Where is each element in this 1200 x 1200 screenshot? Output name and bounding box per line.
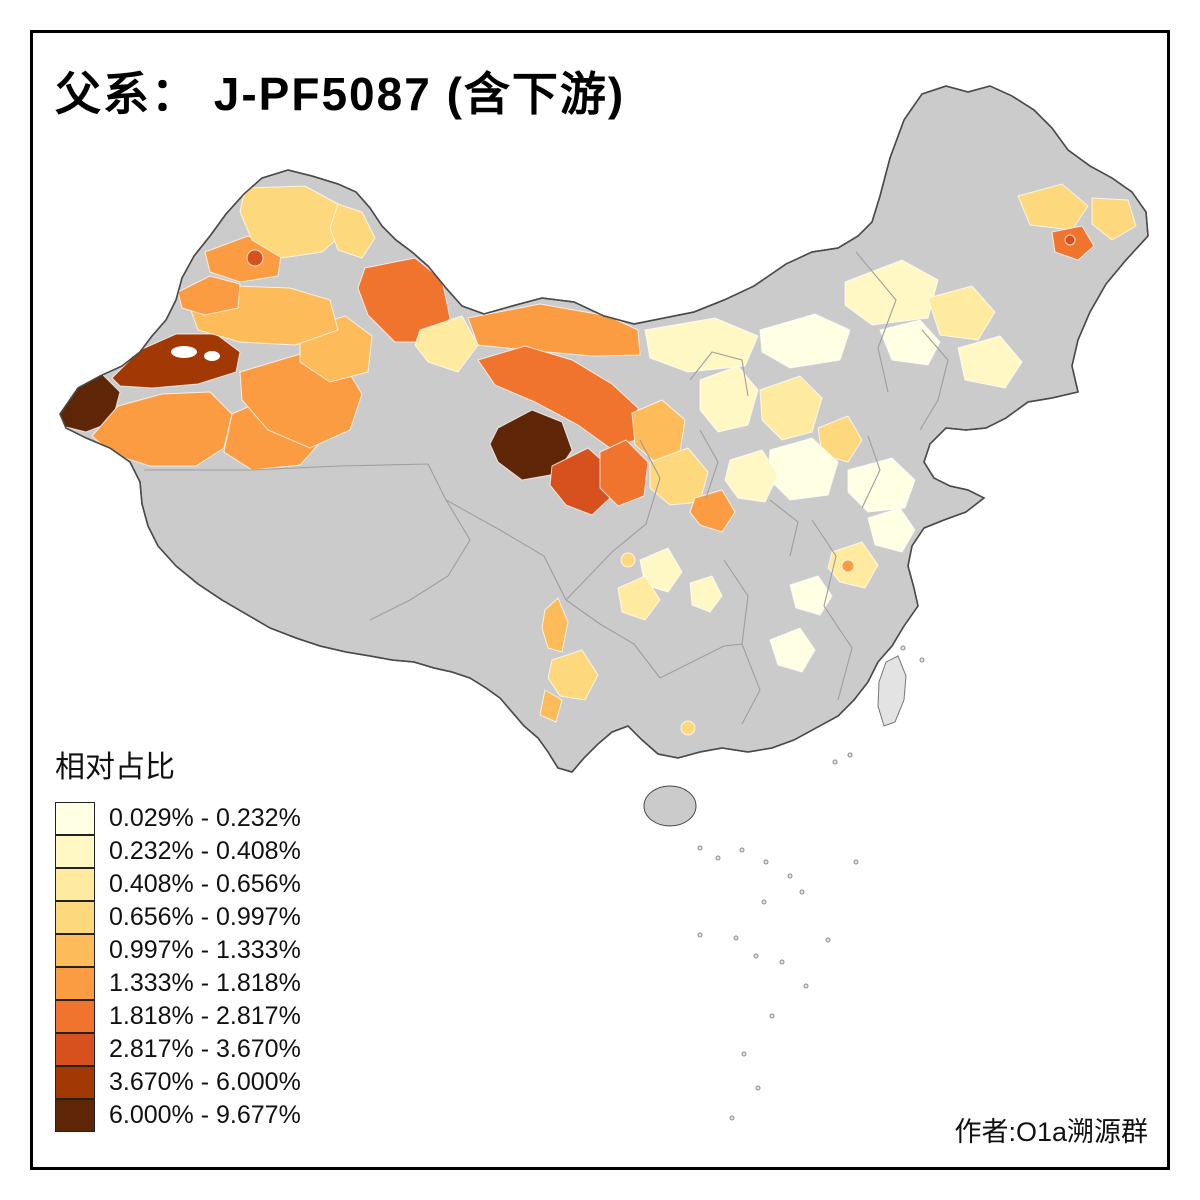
legend-swatch [55,967,95,1000]
map-region-chongqing [689,575,723,613]
legend-row: 0.232% - 0.408% [55,835,301,868]
legend-row: 1.818% - 2.817% [55,1000,301,1033]
map-region-sichuan-dot [620,552,636,568]
legend-row: 0.997% - 1.333% [55,934,301,967]
legend-label: 0.408% - 0.656% [109,870,301,898]
south-china-sea-islets [697,845,859,1121]
map-region-xinjiang-ne [329,203,376,259]
legend: 相对占比 0.029% - 0.232% 0.232% - 0.408% 0.4… [55,742,301,1132]
map-region-yunnan-dot [539,689,563,723]
map-region-ne-pale-b [927,285,996,341]
map-region-henan [724,449,779,503]
legend-row: 3.670% - 6.000% [55,1066,301,1099]
map-region-jiangxi-pale [789,575,833,616]
legend-label: 3.670% - 6.000% [109,1068,301,1096]
legend-label: 1.818% - 2.817% [109,1002,301,1030]
page-title: 父系： J-PF5087 (含下游) [55,68,626,120]
map-region-shanxi [699,365,759,433]
map-region-guangxi-dot [680,720,696,736]
lake-west-1 [171,346,197,358]
legend-row: 1.333% - 1.818% [55,967,301,1000]
colored-regions [60,183,1137,736]
map-region-jiamusi-dot [1064,234,1076,246]
legend-row: 6.000% - 9.677% [55,1099,301,1132]
lake-west-2 [204,351,220,361]
legend-label: 1.333% - 1.818% [109,969,301,997]
map-region-ne-pale-h [879,319,941,366]
legend-swatch [55,1000,95,1033]
map-region-jiangsu [867,507,916,553]
legend-swatch [55,901,95,934]
map-region-guizhou [617,575,661,621]
legend-swatch [55,1033,95,1066]
map-region-qinghai-se [549,447,611,516]
map-region-heilongjiang-d [1017,183,1089,231]
legend-swatch [55,802,95,835]
legend-label: 0.656% - 0.997% [109,903,301,931]
map-region-hunan-pale [769,627,816,673]
coastal-islets [832,645,925,765]
hainan-island [643,785,697,827]
map-region-ili [177,275,241,316]
map-region-heilongjiang-e [1091,197,1137,241]
map-region-anhui-dot [841,559,855,573]
legend-label: 0.029% - 0.232% [109,804,301,832]
legend-row: 2.817% - 3.670% [55,1033,301,1066]
map-region-altai [239,185,346,259]
author-credit: 作者:O1a溯源群 [954,1117,1148,1147]
legend-title: 相对占比 [55,751,175,784]
legend-swatch [55,1066,95,1099]
legend-label: 6.000% - 9.677% [109,1101,301,1129]
map-region-lanzhou [599,439,649,507]
map-region-innermongolia-east [759,313,851,369]
map-region-yunnan-sliver [541,597,569,653]
legend-swatch [55,835,95,868]
legend-row: 0.029% - 0.232% [55,802,301,835]
legend-swatch [55,1099,95,1132]
map-region-yunnan-patch [547,649,599,701]
map-region-ne-pale-c [957,335,1023,389]
map-region-alxa [467,303,641,357]
map-region-kashgar [111,333,241,389]
map-region-gansu-west [414,315,479,373]
map-region-hebei [759,375,823,441]
map-region-shandong [847,457,916,513]
map-region-shihezi-dot [246,249,264,267]
map-region-ne-pale-a [844,259,939,326]
legend-swatch [55,868,95,901]
map-region-bortala [204,235,283,283]
map-region-shaanxi [689,489,736,533]
map-region-innermongolia-mid [644,317,759,373]
legend-label: 0.232% - 0.408% [109,837,301,865]
province-borders [144,251,949,725]
legend-swatch [55,934,95,967]
legend-label: 2.817% - 3.670% [109,1035,301,1063]
taiwan-island [877,655,907,727]
legend-label: 0.997% - 1.333% [109,936,301,964]
legend-row: 0.408% - 0.656% [55,868,301,901]
legend-row: 0.656% - 0.997% [55,901,301,934]
